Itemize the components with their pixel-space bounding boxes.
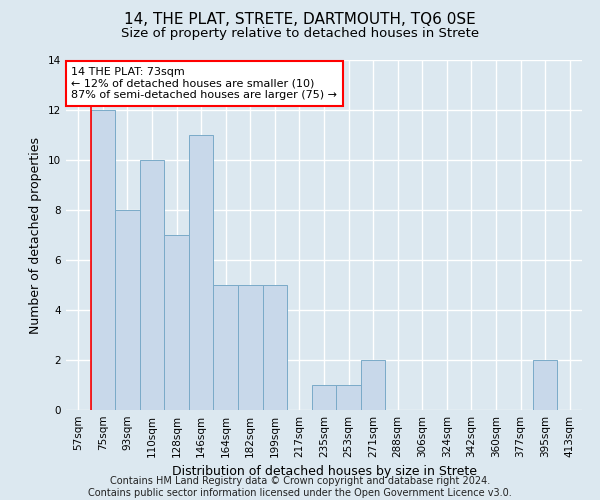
Text: 14, THE PLAT, STRETE, DARTMOUTH, TQ6 0SE: 14, THE PLAT, STRETE, DARTMOUTH, TQ6 0SE: [124, 12, 476, 28]
Bar: [533, 360, 557, 410]
Bar: [263, 285, 287, 410]
Y-axis label: Number of detached properties: Number of detached properties: [29, 136, 43, 334]
Bar: [312, 385, 336, 410]
Text: Size of property relative to detached houses in Strete: Size of property relative to detached ho…: [121, 28, 479, 40]
Bar: [361, 360, 385, 410]
Bar: [91, 110, 115, 410]
Text: Contains HM Land Registry data © Crown copyright and database right 2024.
Contai: Contains HM Land Registry data © Crown c…: [88, 476, 512, 498]
Bar: [336, 385, 361, 410]
Bar: [115, 210, 140, 410]
Bar: [189, 135, 214, 410]
Bar: [164, 235, 189, 410]
Text: 14 THE PLAT: 73sqm
← 12% of detached houses are smaller (10)
87% of semi-detache: 14 THE PLAT: 73sqm ← 12% of detached hou…: [71, 67, 337, 100]
Bar: [214, 285, 238, 410]
Bar: [238, 285, 263, 410]
Bar: [140, 160, 164, 410]
X-axis label: Distribution of detached houses by size in Strete: Distribution of detached houses by size …: [172, 466, 476, 478]
